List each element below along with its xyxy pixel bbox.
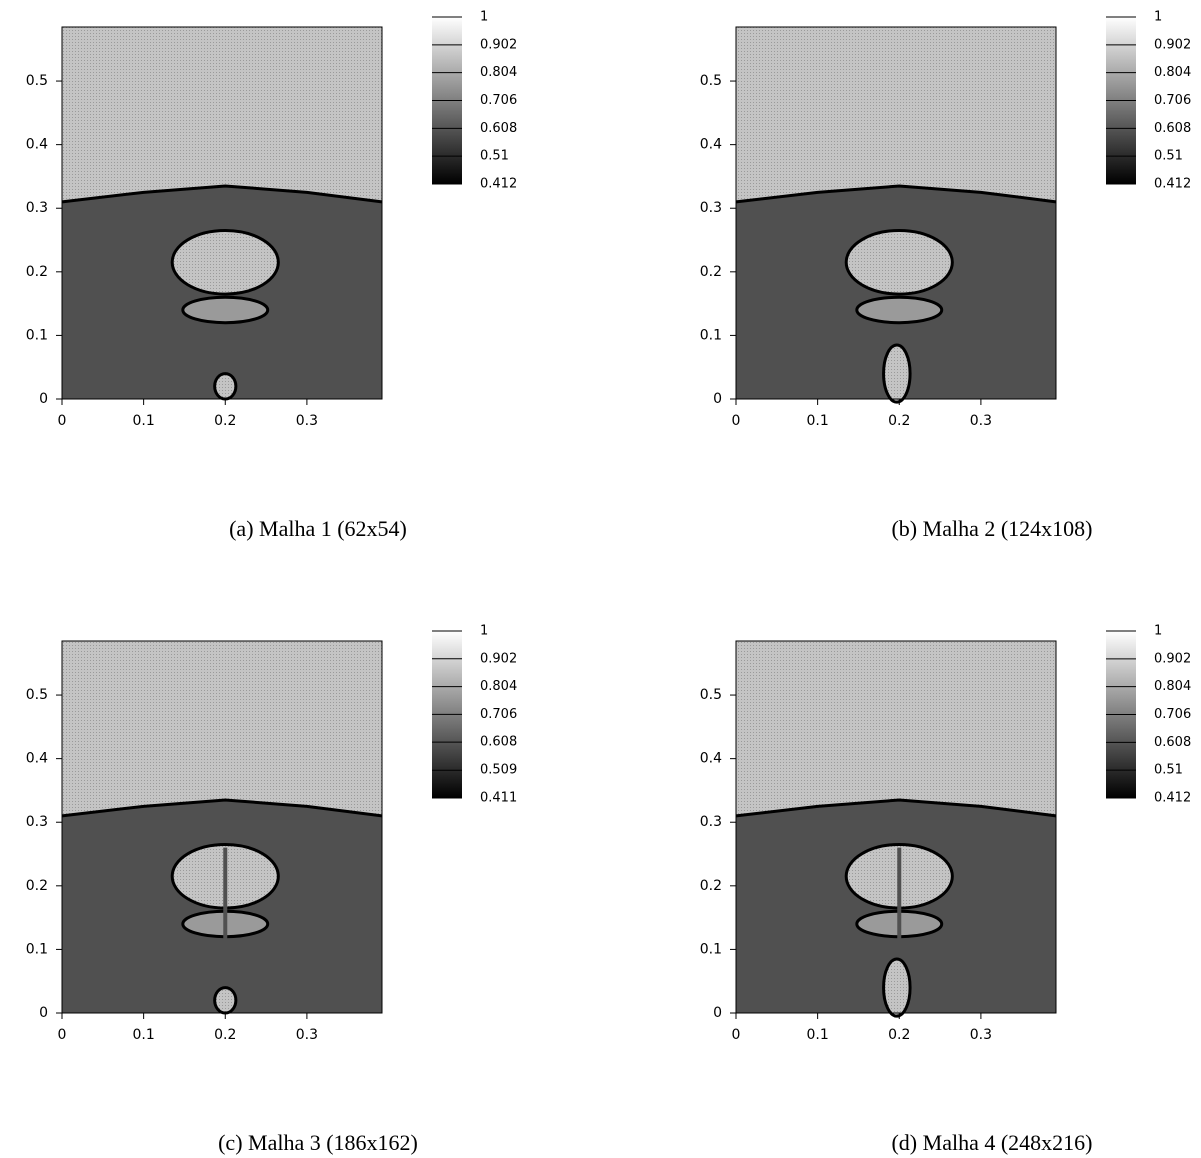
colorbar-label: 0.509: [480, 763, 517, 778]
y-tick-label: 0: [713, 391, 722, 407]
colorbar-label: 1: [480, 10, 488, 25]
colorbar-label: 0.411: [480, 791, 517, 806]
colorbar-label: 1: [1154, 624, 1162, 639]
colorbar-label: 0.706: [480, 93, 517, 108]
x-tick-label: 0: [732, 1027, 741, 1043]
y-tick-label: 0.1: [700, 327, 722, 343]
colorbar-label: 0.804: [480, 679, 517, 694]
colorbar-label: 0.608: [1154, 735, 1191, 750]
bubble-cap: [170, 228, 280, 296]
plot-frame: [61, 640, 383, 1014]
light-fluid: [736, 27, 1056, 202]
bubble-skirt: [855, 295, 944, 325]
light-fluid: [736, 641, 1056, 816]
colorbar-label: 0.706: [1154, 707, 1191, 722]
x-tick-label: 0.2: [214, 413, 236, 429]
y-tick-label: 0: [39, 1005, 48, 1021]
colorbar-label: 1: [1154, 10, 1162, 25]
y-tick-label: 0.5: [26, 687, 48, 703]
interface: [61, 184, 383, 204]
y-tick-label: 0: [39, 391, 48, 407]
colorbar-label: 0.804: [1154, 65, 1191, 80]
colorbar-label: 0.51: [1154, 763, 1183, 778]
colorbar-label: 1: [480, 624, 488, 639]
caption: (b) Malha 2 (124x108): [891, 516, 1092, 541]
y-tick-label: 0.3: [700, 200, 722, 216]
x-tick-label: 0.1: [806, 413, 828, 429]
colorbar-label: 0.412: [1154, 177, 1191, 192]
bubble-drop: [213, 986, 238, 1015]
y-tick-label: 0.2: [26, 264, 48, 280]
colorbar-label: 0.902: [1154, 651, 1191, 666]
x-tick-label: 0.1: [132, 413, 154, 429]
caption: (d) Malha 4 (248x216): [891, 1130, 1092, 1155]
y-tick-label: 0.1: [700, 941, 722, 957]
light-fluid: [62, 641, 382, 816]
colorbar-label: 0.608: [480, 121, 517, 136]
y-tick-label: 0.3: [700, 814, 722, 830]
interface: [61, 798, 383, 818]
caption: (c) Malha 3 (186x162): [218, 1130, 418, 1155]
plot-frame: [735, 640, 1057, 1014]
colorbar-label: 0.608: [1154, 121, 1191, 136]
colorbar-label: 0.902: [480, 37, 517, 52]
y-tick-label: 0.4: [26, 751, 48, 767]
y-tick-label: 0.4: [700, 751, 722, 767]
colorbar-label: 0.804: [480, 65, 517, 80]
x-tick-label: 0.3: [970, 1027, 992, 1043]
y-tick-label: 0.3: [26, 200, 48, 216]
x-tick-label: 0.2: [888, 1027, 910, 1043]
bubble-cap: [844, 228, 954, 296]
x-tick-label: 0.3: [296, 1027, 318, 1043]
x-tick-label: 0.3: [296, 413, 318, 429]
y-tick-label: 0.4: [700, 137, 722, 153]
y-tick-label: 0: [713, 1005, 722, 1021]
colorbar-label: 0.51: [480, 149, 509, 164]
colorbar-label: 0.902: [1154, 37, 1191, 52]
colorbar-label: 0.51: [1154, 149, 1183, 164]
bubble-drop: [213, 372, 238, 401]
colorbar-label: 0.902: [480, 651, 517, 666]
interface: [735, 798, 1057, 818]
y-tick-label: 0.5: [700, 687, 722, 703]
y-tick-label: 0.5: [26, 73, 48, 89]
interface: [735, 184, 1057, 204]
x-tick-label: 0: [58, 1027, 67, 1043]
colorbar-label: 0.804: [1154, 679, 1191, 694]
caption: (a) Malha 1 (62x54): [229, 516, 407, 541]
x-tick-label: 0: [732, 413, 741, 429]
y-tick-label: 0.5: [700, 73, 722, 89]
y-tick-label: 0.1: [26, 327, 48, 343]
x-tick-label: 0.1: [806, 1027, 828, 1043]
colorbar-label: 0.706: [480, 707, 517, 722]
y-tick-label: 0.1: [26, 941, 48, 957]
y-tick-label: 0.3: [26, 814, 48, 830]
y-tick-label: 0.2: [26, 878, 48, 894]
y-tick-label: 0.4: [26, 137, 48, 153]
x-tick-label: 0.2: [888, 413, 910, 429]
x-tick-label: 0.2: [214, 1027, 236, 1043]
light-fluid: [62, 27, 382, 202]
colorbar-label: 0.608: [480, 735, 517, 750]
x-tick-label: 0: [58, 413, 67, 429]
bubble-stem: [882, 957, 912, 1018]
y-tick-label: 0.2: [700, 878, 722, 894]
bubble-stem: [882, 343, 912, 404]
x-tick-label: 0.3: [970, 413, 992, 429]
colorbar-label: 0.412: [480, 177, 517, 192]
bubble-skirt: [181, 295, 270, 325]
x-tick-label: 0.1: [132, 1027, 154, 1043]
plot-frame: [61, 26, 383, 400]
y-tick-label: 0.2: [700, 264, 722, 280]
colorbar-label: 0.412: [1154, 791, 1191, 806]
plot-frame: [735, 26, 1057, 400]
colorbar-label: 0.706: [1154, 93, 1191, 108]
